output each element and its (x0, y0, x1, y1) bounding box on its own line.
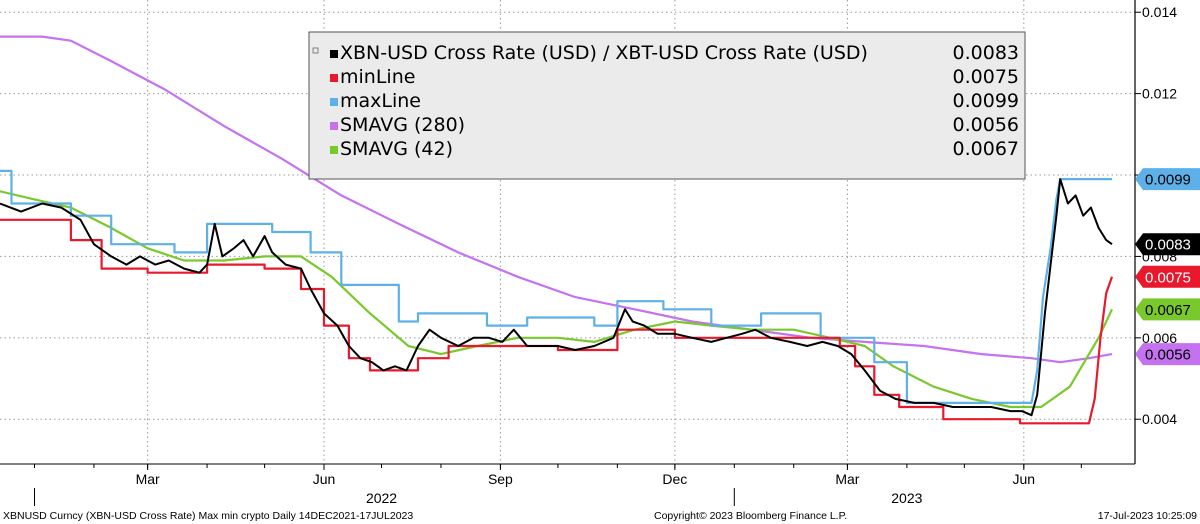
legend-label: SMAVG (280) (340, 114, 465, 136)
end-value-labels: 0.0099 0.0083 0.0075 0.0067 0.0056 (1135, 168, 1200, 366)
x-tick-label: Dec (662, 471, 687, 487)
series-line (0, 218, 1114, 425)
legend-label: minLine (340, 66, 415, 88)
legend-value: 0.0056 (953, 114, 1019, 136)
footer-timestamp: 17-Jul-2023 10:25:09 (1098, 510, 1197, 522)
legend-swatch (330, 50, 338, 58)
legend-swatch (330, 122, 338, 130)
legend-value: 0.0099 (953, 90, 1019, 112)
footer: XBNUSD Curncy (XBN-USD Cross Rate) Max m… (3, 510, 1197, 522)
y-tick-label: 0.006 (1142, 330, 1177, 346)
legend: XBN-USD Cross Rate (USD) / XBT-USD Cross… (308, 31, 1026, 180)
legend-toggle-icon (312, 47, 319, 54)
x-axis-ticks: Mar Jun Sep Dec Mar Jun 2022 2023 (34, 464, 1082, 506)
y-tick-label: 0.014 (1142, 4, 1177, 20)
end-value-text: 0.0075 (1145, 269, 1191, 286)
x-tick-label: Mar (136, 471, 160, 487)
legend-label: SMAVG (42) (340, 138, 453, 160)
end-value-tag (1135, 343, 1200, 366)
series-line (0, 35, 1113, 364)
end-value-text: 0.0067 (1145, 302, 1191, 319)
x-tick-label: Sep (488, 471, 513, 487)
end-value-tag (1135, 298, 1200, 321)
end-value-text: 0.0056 (1145, 347, 1191, 364)
legend-swatch (330, 146, 338, 154)
end-value-tag (1135, 168, 1200, 191)
year-label: 2023 (891, 490, 922, 506)
y-tick-label: 0.012 (1142, 86, 1177, 102)
end-value-text: 0.0099 (1145, 172, 1191, 189)
series-line (0, 190, 1113, 409)
footer-copyright: Copyright© 2023 Bloomberg Finance L.P. (654, 510, 847, 522)
axes (0, 0, 1136, 465)
x-tick-label: Mar (835, 471, 859, 487)
x-tick-label: Jun (1013, 471, 1036, 487)
legend-value: 0.0075 (953, 66, 1019, 88)
legend-value: 0.0067 (953, 138, 1019, 160)
legend-swatch (330, 74, 338, 82)
y-tick-label: 0.004 (1142, 411, 1177, 427)
legend-value: 0.0083 (953, 42, 1019, 64)
legend-box (308, 31, 1026, 180)
end-value-text: 0.0083 (1145, 237, 1191, 254)
legend-swatch (330, 98, 338, 106)
legend-label: XBN-USD Cross Rate (USD) / XBT-USD Cross… (340, 42, 868, 64)
series-lines (0, 35, 1114, 425)
year-label: 2022 (366, 490, 397, 506)
series-line (0, 178, 1113, 417)
legend-label: maxLine (340, 90, 421, 112)
footer-source: XBNUSD Curncy (XBN-USD Cross Rate) Max m… (3, 510, 413, 522)
end-value-tag (1135, 265, 1200, 288)
end-value-tag (1135, 233, 1200, 256)
series-line (0, 169, 1112, 404)
x-tick-label: Jun (313, 471, 336, 487)
